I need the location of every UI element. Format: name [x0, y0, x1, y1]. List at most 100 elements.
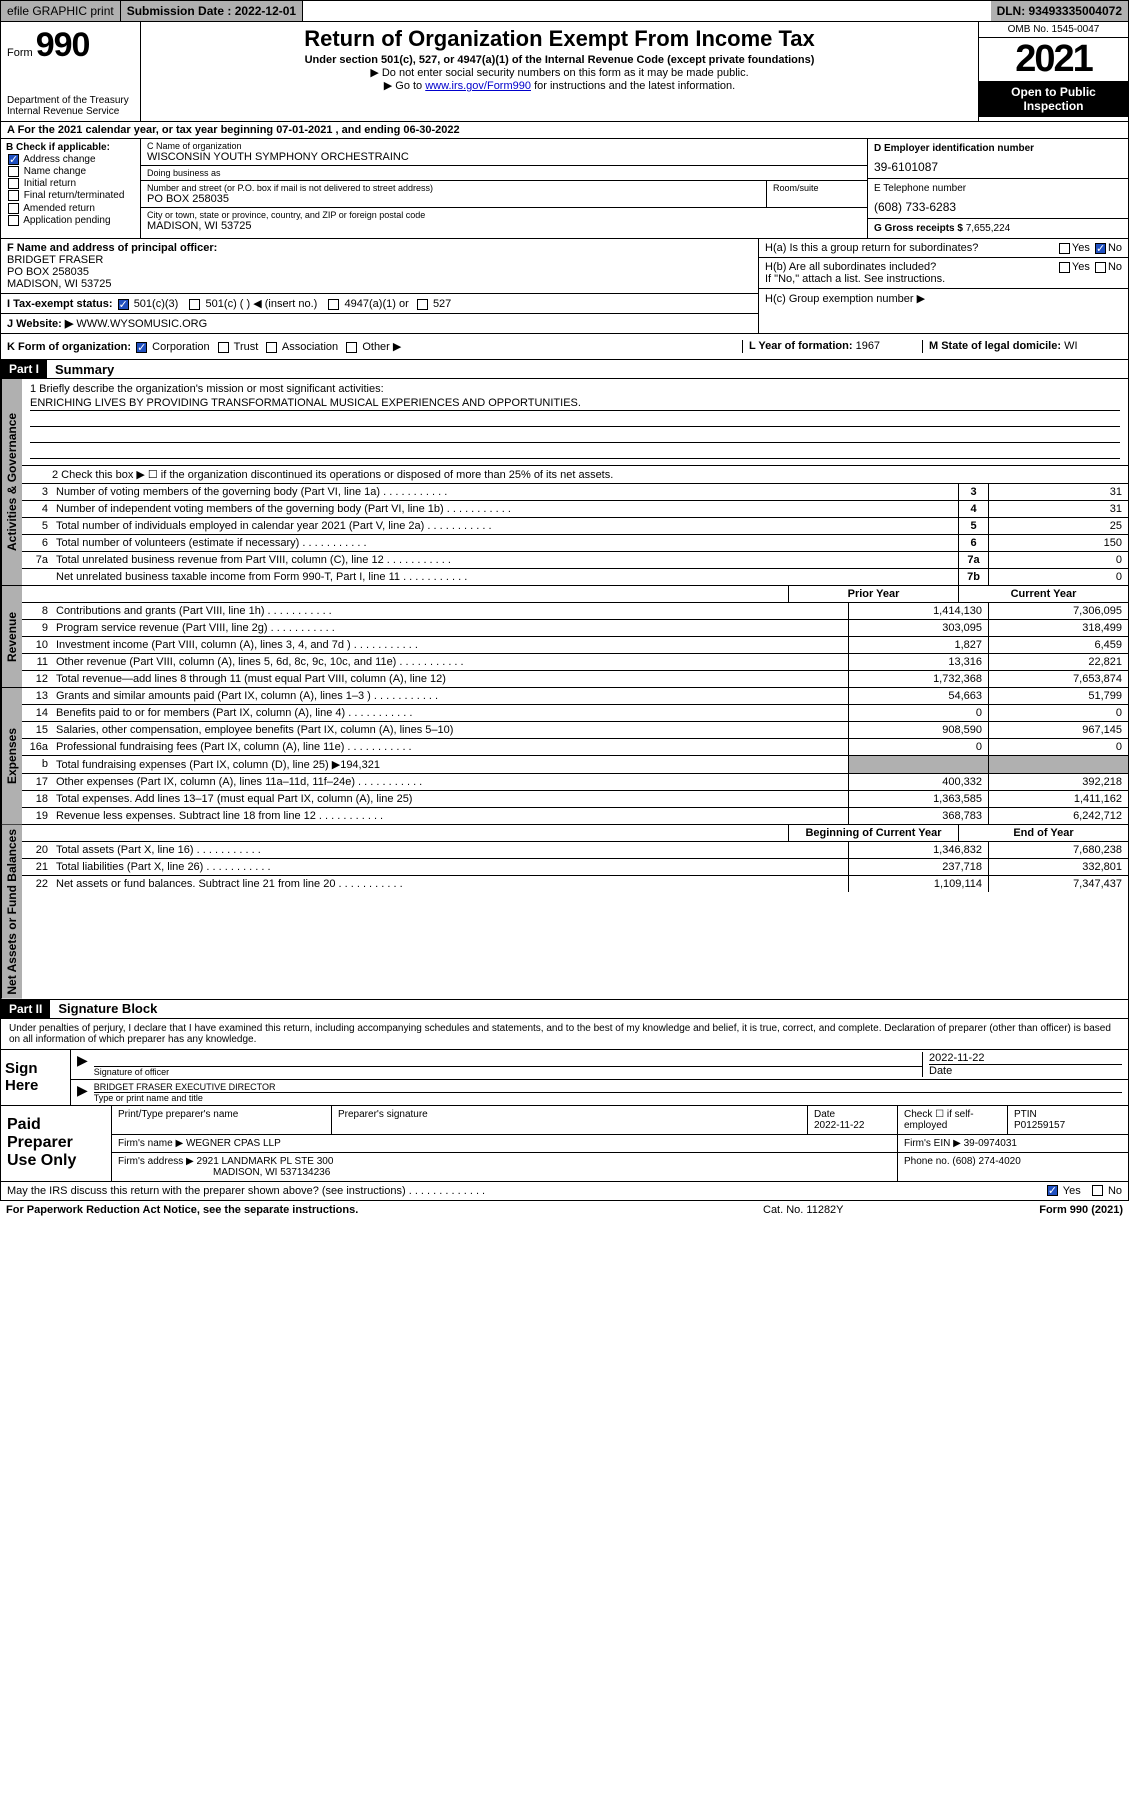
chk-address[interactable]: Address change: [6, 154, 135, 165]
expenses-section: Expenses 13 Grants and similar amounts p…: [0, 688, 1129, 825]
checkbox-icon[interactable]: [328, 299, 339, 310]
org-name-cell: C Name of organization WISCONSIN YOUTH S…: [141, 139, 867, 166]
checkbox-icon[interactable]: [266, 342, 277, 353]
chk-amended[interactable]: Amended return: [6, 203, 135, 214]
line-num: 21: [22, 859, 52, 875]
line-8: 8 Contributions and grants (Part VIII, l…: [22, 603, 1128, 620]
checkbox-icon[interactable]: [1059, 262, 1070, 273]
line-desc: Investment income (Part VIII, column (A)…: [52, 637, 848, 653]
line-desc: Number of independent voting members of …: [52, 501, 958, 517]
checkbox-icon[interactable]: [8, 154, 19, 165]
line-box: 7b: [958, 569, 988, 585]
line-2: 2 Check this box ▶ ☐ if the organization…: [22, 466, 1128, 484]
k-row: K Form of organization: Corporation Trus…: [0, 334, 1129, 360]
org-name: WISCONSIN YOUTH SYMPHONY ORCHESTRAINC: [147, 151, 861, 163]
checkbox-icon[interactable]: [118, 299, 129, 310]
addr-label: Number and street (or P.O. box if mail i…: [147, 183, 760, 193]
h-c-row: H(c) Group exemption number ▶: [759, 289, 1128, 308]
line-current: 0: [988, 739, 1128, 755]
arrow-icon: ▶: [77, 1082, 88, 1103]
col-spacer: [22, 586, 788, 602]
mission-label: 1 Briefly describe the organization's mi…: [30, 383, 1120, 395]
line-prior: 54,663: [848, 688, 988, 704]
line-num: 14: [22, 705, 52, 721]
sig-name-line: ▶ BRIDGET FRASER EXECUTIVE DIRECTOR Type…: [71, 1080, 1128, 1105]
prep-check-lbl: Check ☐ if self-employed: [898, 1106, 1008, 1134]
inspection-badge: Open to Public Inspection: [979, 81, 1128, 117]
line-val: 31: [988, 501, 1128, 517]
checkbox-icon[interactable]: [8, 166, 19, 177]
submission-date: Submission Date : 2022-12-01: [121, 1, 303, 21]
entity-block: B Check if applicable: Address change Na…: [0, 139, 1129, 239]
line-prior: 237,718: [848, 859, 988, 875]
sig-date: 2022-11-22: [929, 1052, 1122, 1064]
checkbox-icon[interactable]: [1092, 1185, 1103, 1196]
line-prior: 1,827: [848, 637, 988, 653]
line-19: 19 Revenue less expenses. Subtract line …: [22, 808, 1128, 824]
checkbox-icon[interactable]: [1059, 243, 1070, 254]
prep-date: 2022-11-22: [814, 1120, 864, 1131]
checkbox-icon[interactable]: [1095, 262, 1106, 273]
chk-final[interactable]: Final return/terminated: [6, 190, 135, 201]
line-desc: Total unrelated business revenue from Pa…: [52, 552, 958, 568]
checkbox-icon[interactable]: [8, 203, 19, 214]
col-begin: Beginning of Current Year: [788, 825, 958, 841]
form-subtitle-3: ▶ Go to www.irs.gov/Form990 for instruct…: [149, 79, 970, 92]
h-a-yes: Yes: [1072, 242, 1090, 254]
checkbox-icon[interactable]: [218, 342, 229, 353]
mission-blank-2: [30, 429, 1120, 443]
efile-label[interactable]: efile GRAPHIC print: [1, 1, 121, 21]
line-num: 7a: [22, 552, 52, 568]
chk-pending[interactable]: Application pending: [6, 215, 135, 226]
revenue-section: Revenue Prior Year Current Year 8 Contri…: [0, 586, 1129, 688]
h-b-row: H(b) Are all subordinates included? Yes …: [759, 258, 1128, 289]
line-desc: Benefits paid to or for members (Part IX…: [52, 705, 848, 721]
line-num: 6: [22, 535, 52, 551]
preparer-row-2: Firm's name ▶ WEGNER CPAS LLP Firm's EIN…: [112, 1135, 1128, 1153]
line-10: 10 Investment income (Part VIII, column …: [22, 637, 1128, 654]
line-12: 12 Total revenue—add lines 8 through 11 …: [22, 671, 1128, 687]
sig-officer-line: ▶ Signature of officer 2022-11-22 Date: [71, 1050, 1128, 1080]
form-subtitle-2: ▶ Do not enter social security numbers o…: [149, 66, 970, 79]
checkbox-icon[interactable]: [8, 178, 19, 189]
line-num: 5: [22, 518, 52, 534]
line-prior: 1,363,585: [848, 791, 988, 807]
paperwork-note: For Paperwork Reduction Act Notice, see …: [6, 1204, 763, 1216]
line-current: 1,411,162: [988, 791, 1128, 807]
firm-addr: 2921 LANDMARK PL STE 300: [197, 1156, 334, 1167]
line-current: 392,218: [988, 774, 1128, 790]
header-middle: Return of Organization Exempt From Incom…: [141, 22, 978, 121]
checkbox-icon[interactable]: [8, 215, 19, 226]
officer-name: BRIDGET FRASER: [7, 254, 103, 266]
line-7b: Net unrelated business taxable income fr…: [22, 569, 1128, 585]
irs-link[interactable]: www.irs.gov/Form990: [425, 80, 531, 92]
firm-phone-lbl: Phone no.: [904, 1156, 950, 1167]
line-desc: Other expenses (Part IX, column (A), lin…: [52, 774, 848, 790]
checkbox-icon[interactable]: [417, 299, 428, 310]
firm-ein: 39-0974031: [964, 1138, 1017, 1149]
line-num: 22: [22, 876, 52, 892]
checkbox-icon[interactable]: [8, 190, 19, 201]
line-current: 0: [988, 705, 1128, 721]
form-footer: Form 990 (2021): [963, 1204, 1123, 1216]
line-4: 4 Number of independent voting members o…: [22, 501, 1128, 518]
check-b-label: B Check if applicable:: [6, 142, 135, 153]
checkbox-icon[interactable]: [346, 342, 357, 353]
sig-name: BRIDGET FRASER EXECUTIVE DIRECTOR: [94, 1082, 1122, 1092]
line-18: 18 Total expenses. Add lines 13–17 (must…: [22, 791, 1128, 808]
checkbox-icon[interactable]: [189, 299, 200, 310]
l-label: L Year of formation:: [749, 340, 853, 352]
line-16a: 16a Professional fundraising fees (Part …: [22, 739, 1128, 756]
city-cell: City or town, state or province, country…: [141, 208, 867, 234]
chk-name[interactable]: Name change: [6, 166, 135, 177]
gross-label: G Gross receipts $: [874, 223, 963, 234]
line-desc: Contributions and grants (Part VIII, lin…: [52, 603, 848, 619]
chk-initial[interactable]: Initial return: [6, 178, 135, 189]
line-val: 150: [988, 535, 1128, 551]
part-2-badge: Part II: [1, 1000, 50, 1018]
officer-addr1: PO BOX 258035: [7, 266, 89, 278]
line-desc: Grants and similar amounts paid (Part IX…: [52, 688, 848, 704]
checkbox-icon[interactable]: [1095, 243, 1106, 254]
checkbox-icon[interactable]: [1047, 1185, 1058, 1196]
checkbox-icon[interactable]: [136, 342, 147, 353]
